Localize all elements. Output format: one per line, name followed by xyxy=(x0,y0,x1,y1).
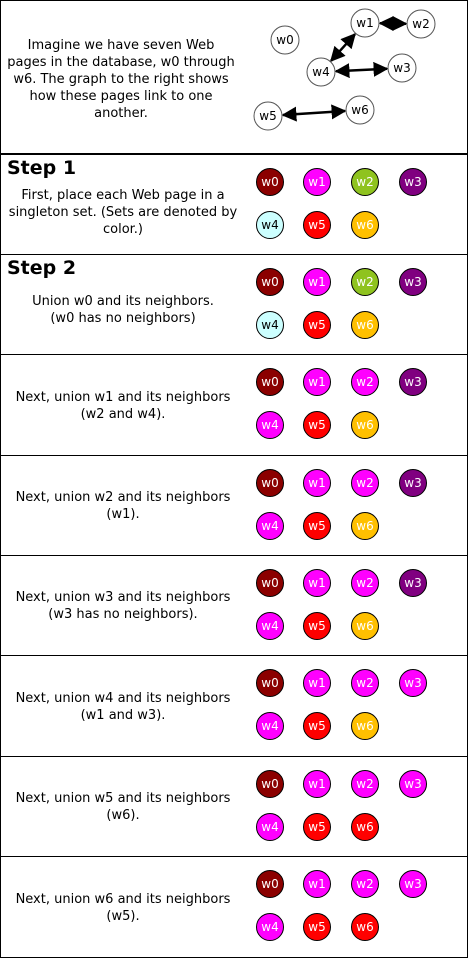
set-node-w3: w3 xyxy=(399,870,427,898)
link-edge-w5-w6 xyxy=(281,104,347,122)
graph-node-label: w6 xyxy=(351,103,368,117)
set-node-w6: w6 xyxy=(351,311,379,339)
set-node-w6: w6 xyxy=(351,512,379,540)
link-edge-w4-w3 xyxy=(334,61,389,79)
set-node-w2: w2 xyxy=(351,368,379,396)
set-node-w5: w5 xyxy=(303,913,331,941)
graph-node-label: w4 xyxy=(312,65,329,79)
set-node-w1: w1 xyxy=(303,870,331,898)
step-row: Next, union w5 and its neighbors (w6). w0… xyxy=(0,757,468,857)
set-node-w1: w1 xyxy=(303,268,331,296)
set-node-w4: w4 xyxy=(256,612,284,640)
set-node-w5: w5 xyxy=(303,512,331,540)
step-description: Next, union w3 and its neighbors (w3 has… xyxy=(15,590,231,622)
set-node-w6: w6 xyxy=(351,211,379,239)
set-node-w3: w3 xyxy=(399,469,427,497)
step-row: Next, union w6 and its neighbors (w5). w0… xyxy=(0,857,468,958)
step-row: Next, union w1 and its neighbors (w2 and… xyxy=(0,355,468,456)
set-node-w6: w6 xyxy=(351,813,379,841)
step-description: Next, union w6 and its neighbors (w5). xyxy=(15,892,231,924)
set-node-w4: w4 xyxy=(256,411,284,439)
step-row: Next, union w2 and its neighbors (w1). w0… xyxy=(0,456,468,556)
set-node-w5: w5 xyxy=(303,813,331,841)
step-description: First, place each Web page in a singleto… xyxy=(8,188,238,237)
step-heading: Step 1 xyxy=(7,157,77,179)
set-node-w5: w5 xyxy=(303,411,331,439)
step-description: Union w0 and its neighbors. (w0 has no n… xyxy=(32,294,214,326)
step-description: Next, union w4 and its neighbors (w1 and… xyxy=(15,691,231,723)
step-description: Next, union w1 and its neighbors (w2 and… xyxy=(15,390,231,422)
set-node-w4: w4 xyxy=(256,813,284,841)
step-row: Next, union w4 and its neighbors (w1 and… xyxy=(0,656,468,757)
set-node-w2: w2 xyxy=(351,569,379,597)
graph-node-w1 xyxy=(350,8,380,38)
set-node-w0: w0 xyxy=(256,770,284,798)
step-description: Next, union w5 and its neighbors (w6). xyxy=(15,791,231,823)
link-graph: w0 w1 w2 w3 w4 w5 w6 xyxy=(253,8,436,131)
set-node-w2: w2 xyxy=(351,469,379,497)
set-node-w2: w2 xyxy=(351,770,379,798)
set-node-w5: w5 xyxy=(303,211,331,239)
set-node-w5: w5 xyxy=(303,612,331,640)
set-node-w2: w2 xyxy=(351,669,379,697)
set-node-w6: w6 xyxy=(351,411,379,439)
set-node-w0: w0 xyxy=(256,870,284,898)
graph-node-w6 xyxy=(345,95,375,125)
graph-node-label: w1 xyxy=(356,16,373,30)
set-node-w0: w0 xyxy=(256,368,284,396)
graph-node-w4 xyxy=(306,57,336,87)
set-node-w3: w3 xyxy=(399,569,427,597)
step-row: Next, union w3 and its neighbors (w3 has… xyxy=(0,556,468,656)
set-node-w5: w5 xyxy=(303,311,331,339)
set-node-w6: w6 xyxy=(351,712,379,740)
set-node-w4: w4 xyxy=(256,512,284,540)
graph-node-label: w3 xyxy=(393,61,410,75)
set-node-w0: w0 xyxy=(256,268,284,296)
set-node-w0: w0 xyxy=(256,569,284,597)
set-node-w4: w4 xyxy=(256,913,284,941)
set-node-w5: w5 xyxy=(303,712,331,740)
graph-node-w5 xyxy=(253,101,283,131)
graph-node-w0 xyxy=(270,25,300,55)
set-node-w1: w1 xyxy=(303,770,331,798)
set-node-w2: w2 xyxy=(351,168,379,196)
graph-node-w3 xyxy=(387,53,417,83)
graph-node-label: w2 xyxy=(412,17,429,31)
set-node-w0: w0 xyxy=(256,469,284,497)
set-node-w2: w2 xyxy=(351,870,379,898)
set-node-w0: w0 xyxy=(256,669,284,697)
step-row: Step 1 First, place each Web page in a si… xyxy=(0,154,468,255)
set-node-w4: w4 xyxy=(256,211,284,239)
graph-node-label: w0 xyxy=(276,33,293,47)
set-node-w6: w6 xyxy=(351,913,379,941)
step-description: Next, union w2 and its neighbors (w1). xyxy=(15,490,231,522)
set-node-w0: w0 xyxy=(256,168,284,196)
set-node-w1: w1 xyxy=(303,368,331,396)
set-node-w3: w3 xyxy=(399,770,427,798)
intro-panel: Imagine we have seven Web pages in the d… xyxy=(0,0,468,154)
link-edge-w1-w4 xyxy=(330,33,356,62)
set-node-w3: w3 xyxy=(399,268,427,296)
set-node-w1: w1 xyxy=(303,168,331,196)
set-node-w3: w3 xyxy=(399,168,427,196)
set-node-w3: w3 xyxy=(399,368,427,396)
graph-node-w2 xyxy=(406,9,436,39)
step-heading: Step 2 xyxy=(7,257,77,279)
set-node-w3: w3 xyxy=(399,669,427,697)
set-node-w1: w1 xyxy=(303,569,331,597)
graph-node-label: w5 xyxy=(259,109,276,123)
set-node-w1: w1 xyxy=(303,469,331,497)
step-row: Step 2 Union w0 and its neighbors. (w0 ha… xyxy=(0,255,468,355)
set-node-w4: w4 xyxy=(256,712,284,740)
set-node-w6: w6 xyxy=(351,612,379,640)
set-node-w2: w2 xyxy=(351,268,379,296)
set-node-w1: w1 xyxy=(303,669,331,697)
intro-text: Imagine we have seven Web pages in the d… xyxy=(7,38,235,121)
set-node-w4: w4 xyxy=(256,311,284,339)
